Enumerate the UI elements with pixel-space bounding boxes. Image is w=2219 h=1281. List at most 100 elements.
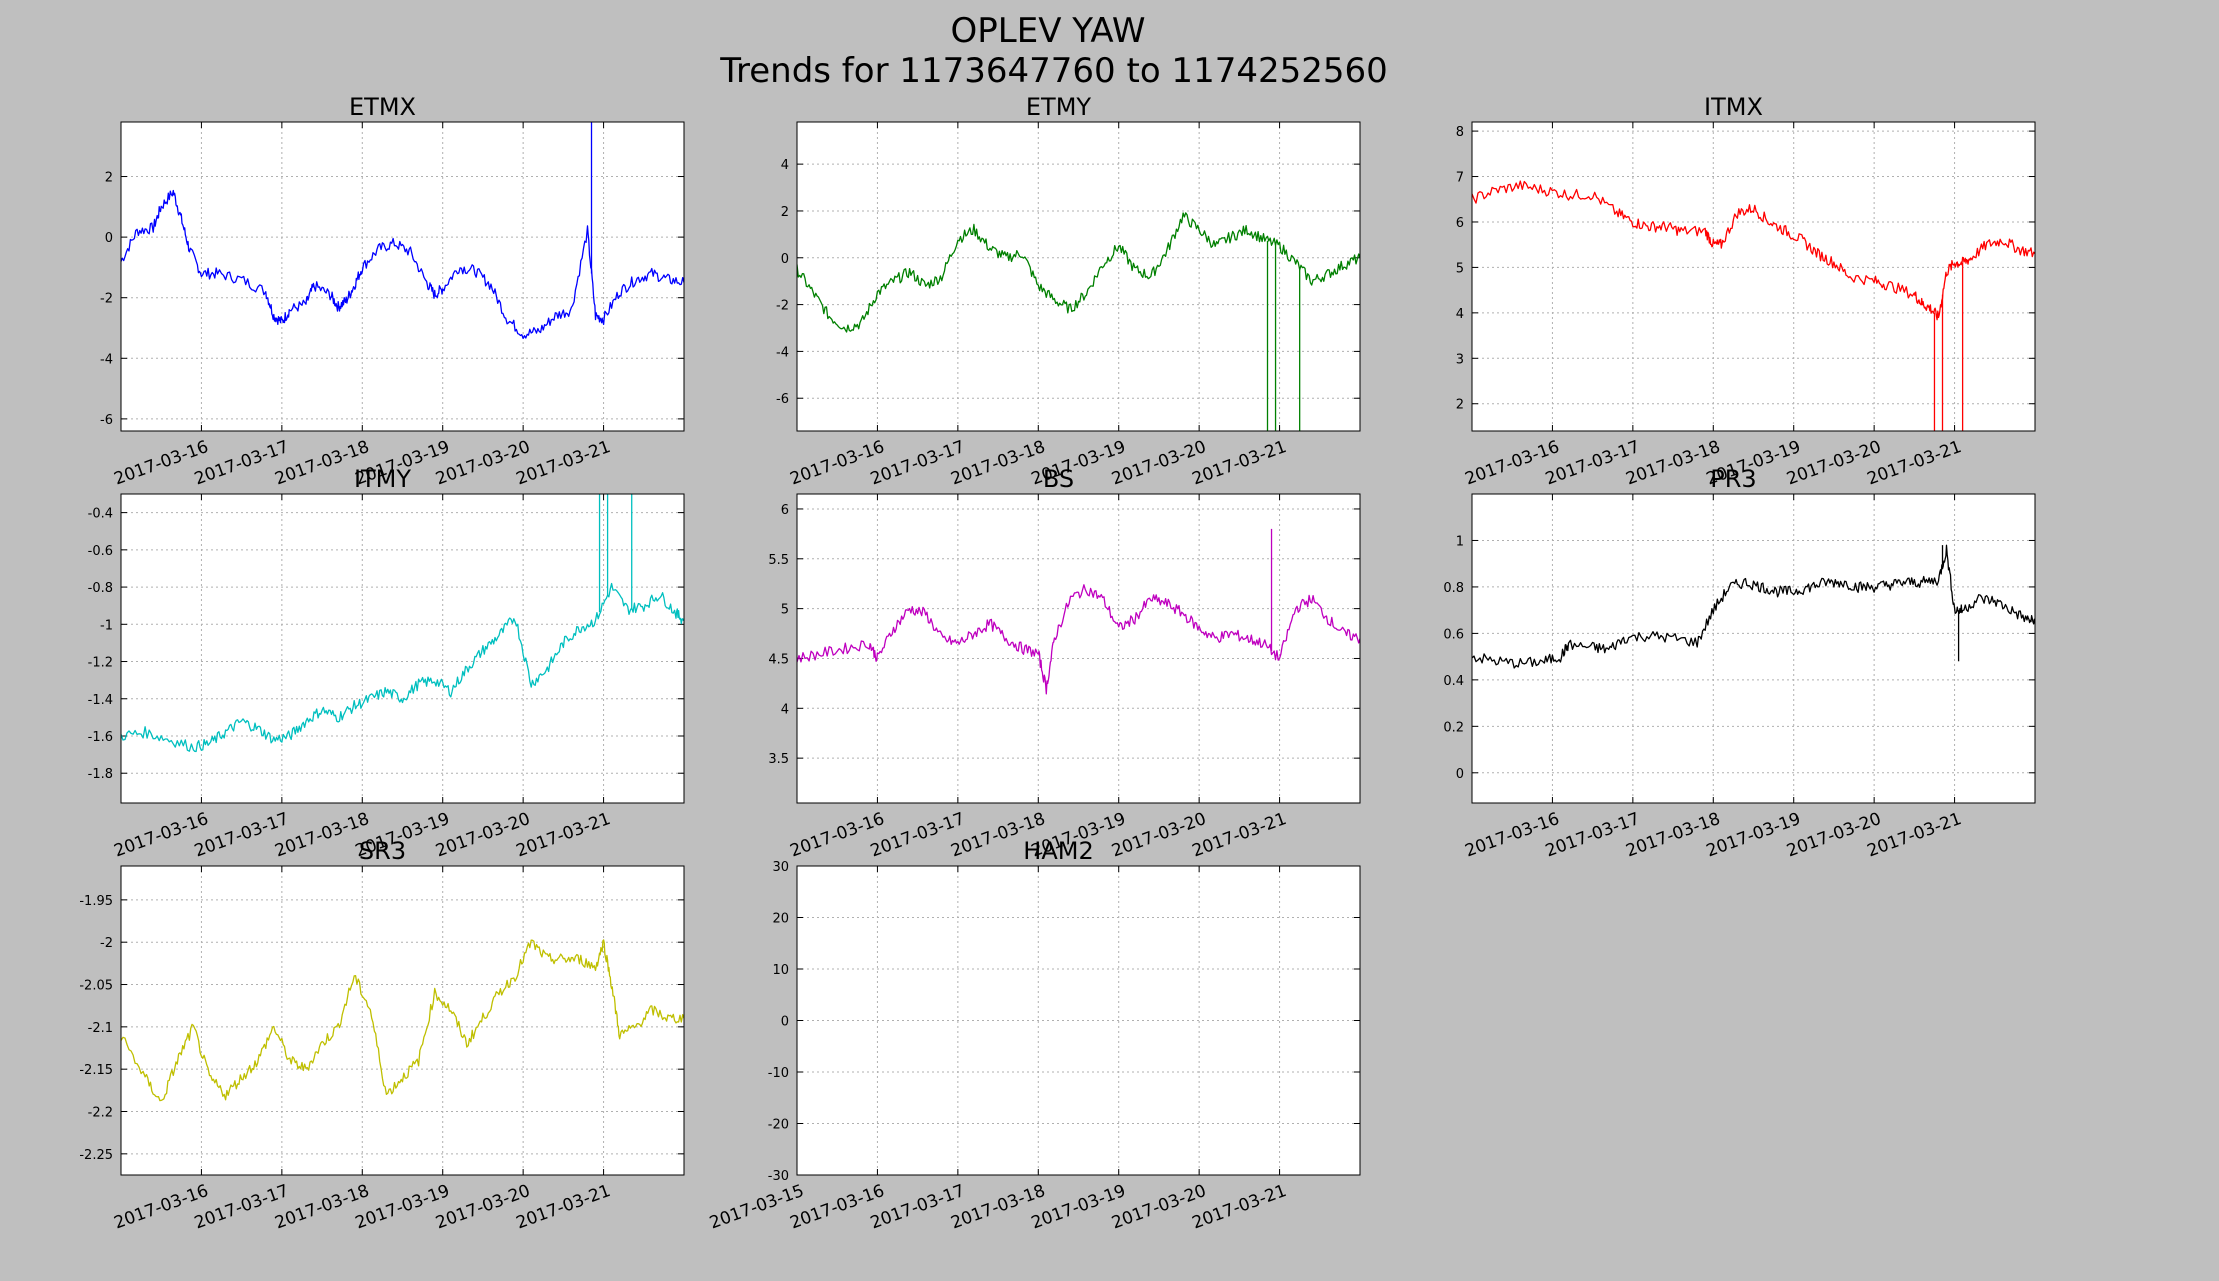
plot-area — [797, 122, 1360, 431]
subplot-title: ITMX — [1704, 93, 1763, 121]
figure-title: OPLEV YAW — [951, 11, 1146, 51]
y-tick-label: 4 — [1456, 307, 1464, 322]
y-tick-label: -20 — [768, 1118, 789, 1133]
y-tick-label: 0 — [105, 231, 113, 246]
y-tick-label: -30 — [768, 1169, 789, 1184]
y-tick-label: 2 — [781, 205, 789, 220]
series-line — [121, 939, 684, 1102]
axes-frame — [796, 865, 1361, 1176]
y-tick-label: -2.25 — [79, 1148, 113, 1163]
y-tick-label: -0.4 — [88, 507, 113, 522]
series-group — [1472, 544, 2035, 669]
axes-frame — [120, 121, 685, 432]
y-tick-label: -2 — [100, 292, 113, 307]
subplot-etmy: -6-4-20242017-03-162017-03-172017-03-182… — [776, 93, 1361, 489]
subplot-sr3: -2.25-2.2-2.15-2.1-2.05-2-1.952017-03-16… — [79, 837, 685, 1233]
y-tick-label: 2 — [105, 171, 113, 186]
y-tick-label: 3.5 — [768, 752, 789, 767]
y-tick-label: -1 — [100, 618, 113, 633]
series-group — [121, 122, 684, 340]
axes-frame — [796, 493, 1361, 804]
subplot-ham2: -30-20-1001020302017-03-152017-03-162017… — [707, 837, 1361, 1233]
y-tick-label: 4 — [781, 158, 789, 173]
figure-subtitle: Trends for 1173647760 to 1174252560 — [719, 51, 1388, 91]
series-group — [1472, 180, 2035, 431]
y-tick-label: 10 — [772, 963, 789, 978]
y-tick-label: 8 — [1456, 125, 1464, 140]
series-group — [121, 494, 684, 753]
plot-area — [1472, 122, 2035, 431]
y-tick-label: -2.15 — [79, 1063, 113, 1078]
y-tick-label: 6 — [781, 503, 789, 518]
axes-frame — [796, 121, 1361, 432]
series-group — [121, 939, 684, 1102]
y-tick-label: -2.1 — [88, 1021, 113, 1036]
y-tick-label: -0.6 — [88, 544, 113, 559]
subplot-pr3: 00.20.40.60.812017-03-162017-03-172017-0… — [1443, 465, 2036, 861]
y-tick-label: -0.8 — [88, 581, 113, 596]
y-tick-label: -2.05 — [79, 979, 113, 994]
y-tick-label: 0.2 — [1443, 720, 1464, 735]
axes-frame — [120, 493, 685, 804]
y-tick-label: 30 — [772, 860, 789, 875]
y-tick-label: -1.4 — [88, 693, 113, 708]
series-group — [797, 212, 1360, 431]
y-tick-label: -2 — [776, 299, 789, 314]
subplot-title: SR3 — [359, 837, 406, 865]
series-group — [797, 528, 1360, 695]
y-tick-label: -4 — [100, 352, 113, 367]
y-tick-label: -4 — [776, 345, 789, 360]
series-line — [121, 189, 684, 340]
y-tick-label: 4.5 — [768, 652, 789, 667]
y-tick-label: -6 — [776, 392, 789, 407]
axes-frame — [1471, 493, 2036, 804]
subplot-etmx: -6-4-2022017-03-162017-03-172017-03-1820… — [100, 93, 685, 489]
subplot-itmx: 23456782017-03-162017-03-172017-03-18201… — [1456, 93, 2036, 489]
y-tick-label: 6 — [1456, 216, 1464, 231]
axes-frame — [120, 865, 685, 1176]
y-tick-label: -6 — [100, 413, 113, 428]
y-tick-label: -1.8 — [88, 767, 113, 782]
subplot-title: PR3 — [1710, 465, 1756, 493]
y-tick-label: -1.6 — [88, 730, 113, 745]
y-tick-label: 0.4 — [1443, 674, 1464, 689]
y-tick-label: 0 — [781, 252, 789, 267]
series-line — [1472, 180, 2035, 321]
y-tick-label: 0 — [781, 1015, 789, 1030]
y-tick-label: -1.95 — [79, 894, 113, 909]
subplot-title: HAM2 — [1023, 837, 1093, 865]
y-tick-label: 3 — [1456, 352, 1464, 367]
axes-frame — [1471, 121, 2036, 432]
y-tick-label: 0.6 — [1443, 627, 1464, 642]
y-tick-label: -10 — [768, 1066, 789, 1081]
series-line — [1472, 544, 2035, 669]
y-tick-label: 0 — [1456, 767, 1464, 782]
subplot-bs: 3.544.555.562017-03-162017-03-172017-03-… — [768, 465, 1361, 861]
y-tick-label: -2.2 — [88, 1106, 113, 1121]
y-tick-label: 0.8 — [1443, 581, 1464, 596]
plot-area — [797, 494, 1360, 803]
subplot-itmy: -1.8-1.6-1.4-1.2-1-0.8-0.6-0.42017-03-16… — [88, 465, 685, 861]
y-tick-label: 1 — [1456, 534, 1464, 549]
y-tick-label: 20 — [772, 912, 789, 927]
subplot-title: BS — [1043, 465, 1074, 493]
y-tick-label: -1.2 — [88, 656, 113, 671]
series-line — [121, 582, 684, 753]
y-tick-label: 7 — [1456, 171, 1464, 186]
plot-area — [121, 494, 684, 803]
y-tick-label: 2 — [1456, 398, 1464, 413]
subplot-title: ETMX — [349, 93, 416, 121]
series-line — [797, 212, 1360, 333]
subplot-title: ITMY — [354, 465, 411, 493]
subplot-title: ETMY — [1026, 93, 1092, 121]
y-tick-label: 5 — [781, 603, 789, 618]
y-tick-label: 5.5 — [768, 553, 789, 568]
plot-area — [121, 866, 684, 1175]
subplot-grid: -6-4-2022017-03-162017-03-172017-03-1820… — [79, 93, 2036, 1233]
y-tick-label: 5 — [1456, 261, 1464, 276]
y-tick-label: -2 — [100, 936, 113, 951]
plot-area — [121, 122, 684, 431]
series-line — [797, 584, 1360, 695]
y-tick-label: 4 — [781, 702, 789, 717]
